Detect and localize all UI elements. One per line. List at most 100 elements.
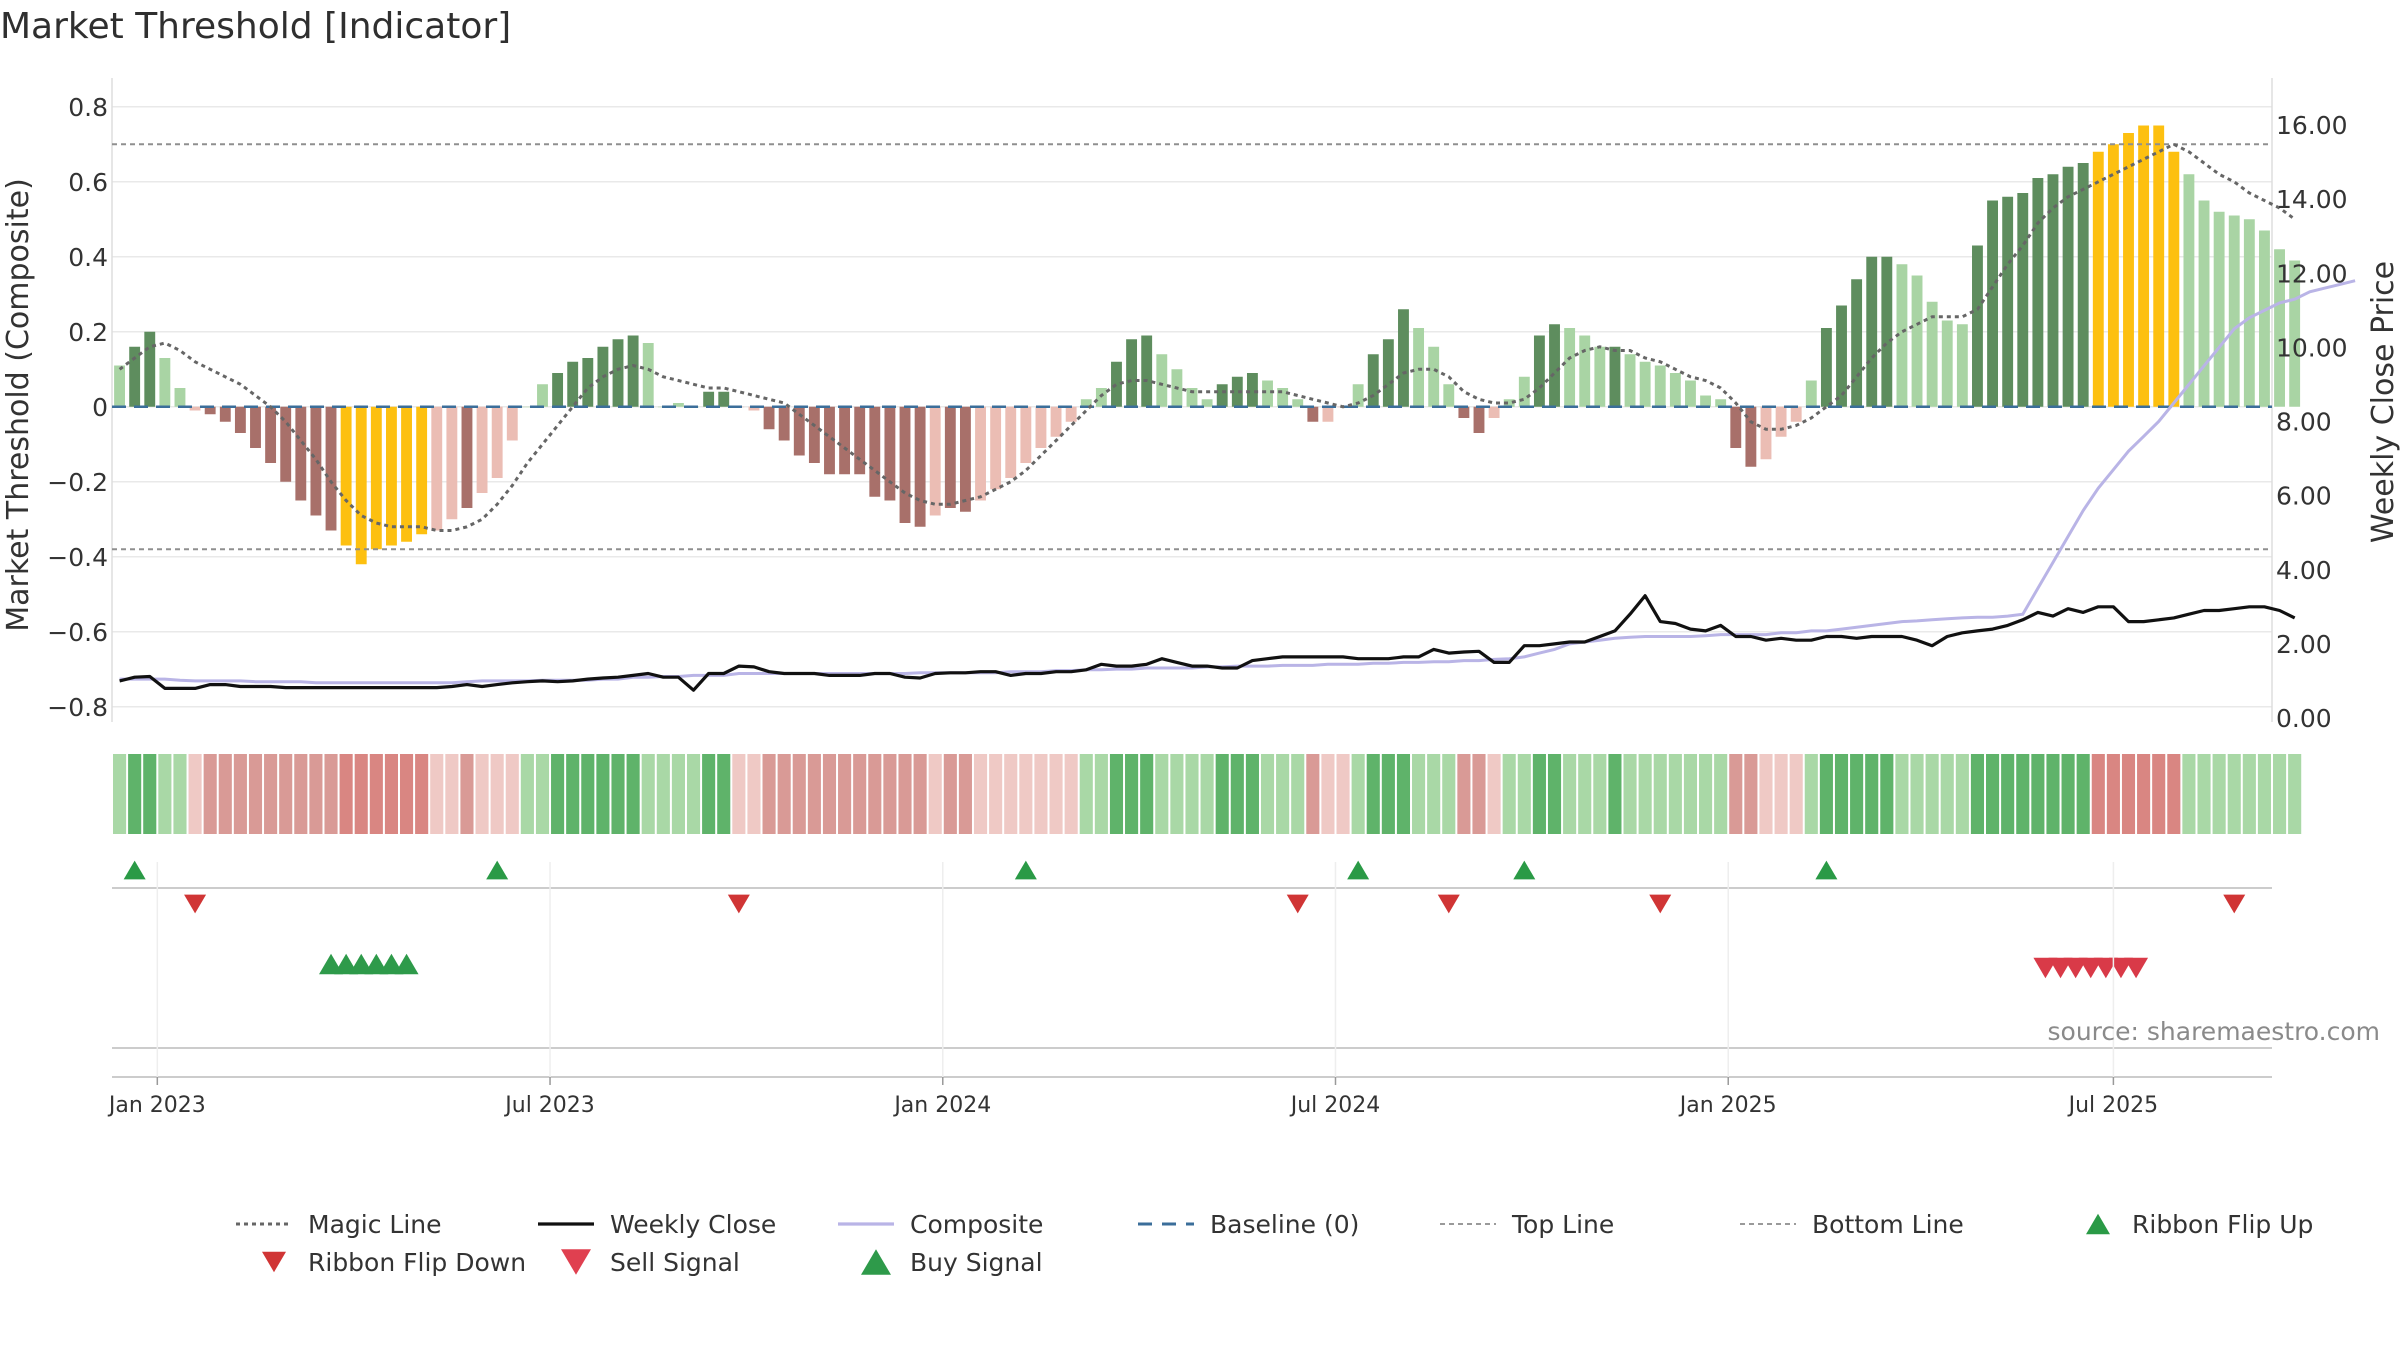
sell-signal-marker — [2078, 957, 2103, 979]
ribbon-cell — [1185, 754, 1199, 834]
ribbon-cell — [1442, 754, 1456, 834]
composite-bar — [2213, 211, 2225, 407]
ribbon-cell — [1306, 754, 1320, 834]
composite-bar — [793, 406, 805, 456]
buy-signal-marker — [394, 953, 419, 975]
composite-bar — [2198, 200, 2210, 407]
ribbon-cell — [566, 754, 580, 834]
ribbon-cell — [1563, 754, 1577, 834]
legend-label: Sell Signal — [610, 1248, 740, 1277]
ribbon-cell — [1683, 754, 1698, 834]
legend-label: Magic Line — [308, 1210, 442, 1239]
ribbon-cell — [686, 754, 701, 834]
ribbon-cell — [339, 754, 353, 834]
ribbon-cell — [656, 754, 670, 834]
composite-bar — [703, 391, 715, 407]
composite-bar — [446, 406, 458, 520]
legend-label: Weekly Close — [610, 1210, 776, 1239]
right-tick-label: 0.00 — [2276, 704, 2332, 733]
composite-bar — [929, 406, 941, 516]
composite-bar — [204, 406, 216, 415]
ribbon-cell — [1260, 754, 1275, 834]
ribbon-cell — [1019, 754, 1033, 834]
ribbon-flip-down-marker — [2223, 894, 2246, 914]
composite-bar — [914, 406, 926, 527]
ribbon-cell — [1215, 754, 1229, 834]
ribbon-flip-up-marker — [1815, 860, 1838, 880]
composite-bar — [2289, 260, 2301, 407]
legend-label: Top Line — [1511, 1210, 1614, 1239]
composite-bar — [2153, 125, 2165, 407]
composite-bar — [672, 403, 684, 407]
composite-bar — [401, 406, 412, 542]
ribbon-cell — [1517, 754, 1531, 834]
composite-bar — [552, 373, 564, 407]
left-axis-label: Market Threshold (Composite) — [1, 178, 36, 632]
ribbon-cell — [2152, 754, 2166, 834]
composite-bar — [975, 406, 986, 501]
legend-item: Weekly Close — [538, 1210, 776, 1239]
ribbon-cell — [218, 754, 232, 834]
ribbon-cell — [264, 754, 278, 834]
ribbon-cell — [279, 754, 293, 834]
composite-bar — [763, 406, 775, 430]
ribbon-cell — [1986, 754, 2000, 834]
ribbon-cell — [354, 754, 368, 834]
ribbon-cell — [2273, 754, 2287, 834]
right-tick-label: 16.00 — [2276, 111, 2348, 140]
composite-bar — [1398, 309, 1409, 407]
composite-bar — [748, 406, 760, 411]
composite-bar — [1382, 339, 1394, 407]
composite-bar — [1549, 324, 1560, 407]
sell-signal-marker — [2093, 957, 2118, 979]
ribbon-cell — [626, 754, 640, 834]
ribbon-cell — [1396, 754, 1411, 834]
legend-label: Ribbon Flip Down — [308, 1248, 526, 1277]
ribbon-cell — [2137, 754, 2151, 834]
composite-bar — [1065, 406, 1077, 422]
composite-bar — [718, 391, 730, 407]
ribbon-cell — [868, 754, 882, 834]
ribbon-cell — [248, 754, 263, 834]
ribbon-cell — [2076, 754, 2090, 834]
ribbon-cell — [294, 754, 308, 834]
ribbon-cell — [2197, 754, 2211, 834]
composite-bar — [854, 406, 866, 475]
ribbon-cell — [1079, 754, 1093, 834]
ribbon-cell — [430, 754, 444, 834]
ribbon-cell — [717, 754, 731, 834]
ribbon-cell — [1427, 754, 1441, 834]
ribbon-cell — [1910, 754, 1924, 834]
composite-bar — [491, 406, 503, 478]
composite-bar — [1685, 380, 1696, 407]
ribbon-cell — [551, 754, 565, 834]
ribbon-cell — [732, 754, 746, 834]
buy-signal-marker — [349, 953, 374, 975]
ribbon-cell — [1925, 754, 1939, 834]
composite-bar — [476, 406, 488, 493]
legend-swatch-triangle — [561, 1249, 591, 1275]
ribbon-cell — [535, 754, 550, 834]
ribbon-cell — [958, 754, 972, 834]
x-tick-label: Jan 2023 — [107, 1093, 206, 1118]
ribbon-cell — [445, 754, 459, 834]
composite-bar — [1866, 256, 1878, 407]
legend-item: Magic Line — [236, 1210, 442, 1239]
composite-bar — [959, 406, 971, 512]
composite-bar — [990, 406, 1002, 490]
composite-bar — [1050, 406, 1062, 437]
x-tick-label: Jul 2024 — [1289, 1093, 1381, 1118]
composite-bar — [1443, 384, 1455, 407]
sell-signal-marker — [2108, 957, 2133, 979]
composite-bar — [1413, 328, 1425, 407]
ribbon-cell — [2046, 754, 2060, 834]
composite-bar — [567, 361, 579, 407]
legend-item: Composite — [838, 1210, 1043, 1239]
ribbon-cell — [233, 754, 247, 834]
composite-bar — [1926, 301, 1938, 407]
composite-bar — [1473, 406, 1485, 433]
composite-bar — [1141, 335, 1153, 407]
sell-signal-marker — [2124, 957, 2149, 979]
sell-signal-marker — [2033, 957, 2058, 979]
ribbon-cell — [1804, 754, 1818, 834]
